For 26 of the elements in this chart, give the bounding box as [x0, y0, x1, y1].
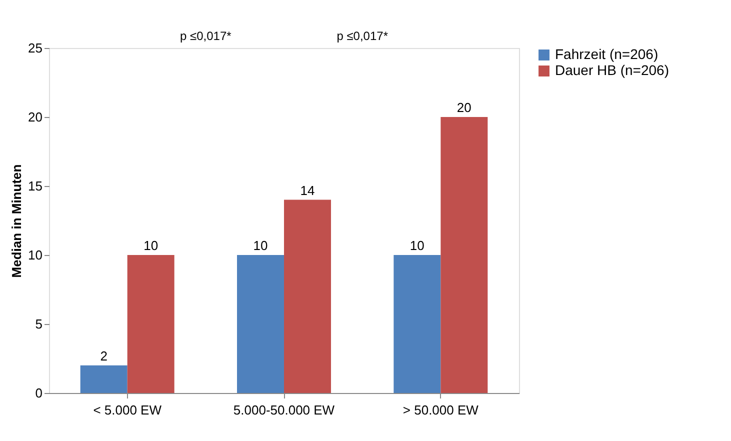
x-tick-label: > 50.000 EW: [402, 402, 480, 418]
bar: [80, 365, 128, 393]
y-tick-label: 0: [35, 386, 42, 400]
text: p ≤0,017*: [336, 29, 388, 43]
bar: [127, 255, 174, 393]
data-label: 10: [144, 238, 158, 253]
y-tick-label: 10: [28, 248, 42, 262]
legend-label: Dauer HB (n=206): [555, 62, 670, 78]
bar: [440, 117, 488, 393]
y-tick-label: 20: [28, 110, 42, 124]
y-tick-label: 15: [28, 178, 42, 194]
data-label: 20: [456, 100, 472, 115]
text: p ≤0,017*: [180, 29, 232, 43]
data-label: 14: [300, 182, 315, 198]
y-axis-title: Median in Minuten: [9, 164, 24, 278]
bar: [394, 255, 441, 393]
x-tick-label: < 5.000 EW: [93, 402, 162, 418]
bar: [237, 255, 284, 393]
x-tick-label: 5.000-50.000 EW: [233, 402, 336, 418]
legend-label: Fahrzeit (n=206): [555, 46, 658, 62]
y-tick-label: 5: [35, 316, 42, 332]
y-tick-label: 25: [28, 40, 42, 56]
data-label: 10: [410, 238, 424, 253]
data-label: 10: [253, 238, 268, 253]
bar: [284, 200, 331, 393]
data-label: 2: [100, 348, 108, 364]
